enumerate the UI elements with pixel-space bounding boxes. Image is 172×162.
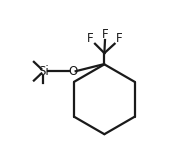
Text: F: F (102, 28, 108, 41)
Text: F: F (116, 32, 123, 45)
Text: Si: Si (38, 65, 49, 78)
Text: O: O (68, 65, 77, 78)
Text: F: F (87, 32, 93, 45)
